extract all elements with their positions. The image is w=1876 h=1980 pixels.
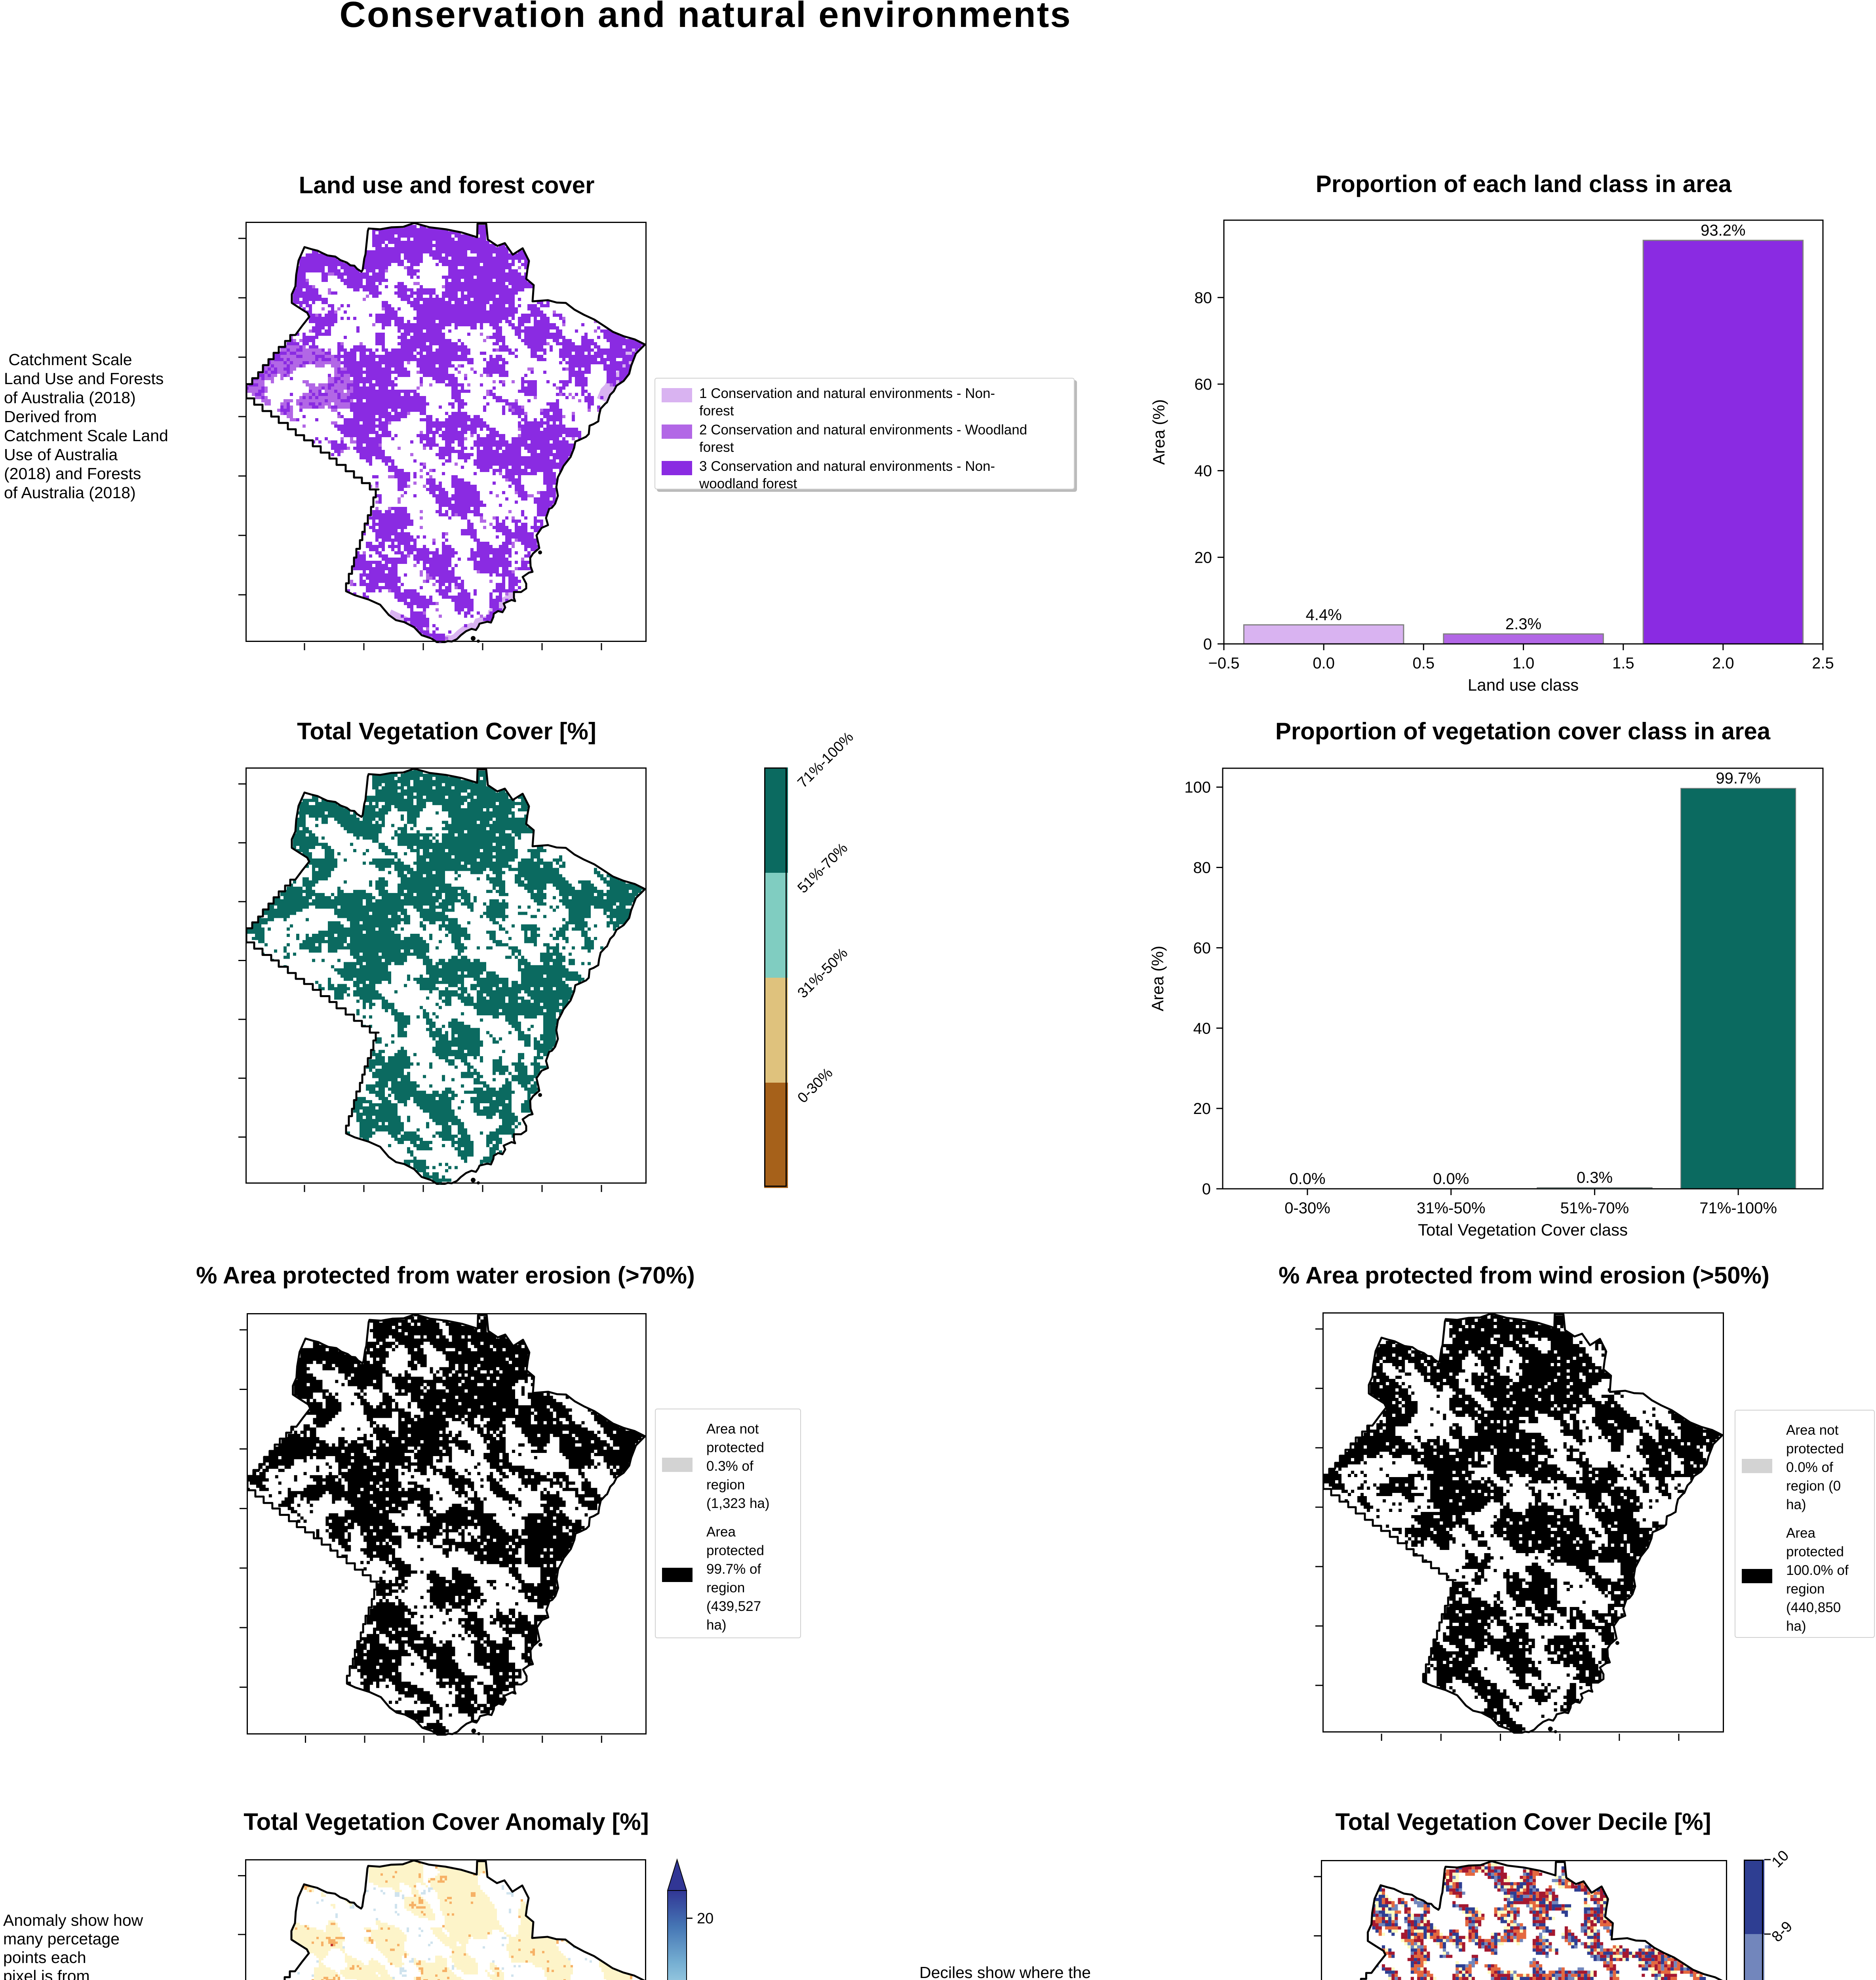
svg-text:40: 40 — [1195, 463, 1212, 480]
svg-text:0: 0 — [1203, 636, 1212, 653]
svg-text:2.5: 2.5 — [1812, 655, 1834, 672]
svg-text:0.3%: 0.3% — [1577, 1169, 1613, 1186]
svg-text:1.5: 1.5 — [1612, 655, 1634, 672]
svg-text:0.5: 0.5 — [1412, 655, 1435, 672]
svg-text:0: 0 — [1202, 1180, 1211, 1198]
svg-text:99.7%: 99.7% — [1716, 770, 1760, 787]
svg-text:80: 80 — [1195, 289, 1212, 307]
svg-text:100: 100 — [1184, 779, 1211, 796]
svg-text:0.0: 0.0 — [1313, 655, 1335, 672]
svg-text:0.0%: 0.0% — [1289, 1170, 1325, 1188]
svg-text:4.4%: 4.4% — [1306, 606, 1342, 624]
svg-text:10: 10 — [1769, 1847, 1792, 1871]
svg-text:0-30%: 0-30% — [1284, 1199, 1330, 1217]
svg-text:1.0: 1.0 — [1513, 655, 1535, 672]
svg-text:71%-100%: 71%-100% — [1699, 1199, 1777, 1217]
svg-text:80: 80 — [1193, 859, 1211, 877]
svg-text:2.0: 2.0 — [1712, 655, 1734, 672]
svg-text:31%-50%: 31%-50% — [1417, 1199, 1485, 1217]
svg-text:−0.5: −0.5 — [1208, 655, 1240, 672]
svg-text:20: 20 — [1195, 549, 1212, 566]
svg-text:Land use class: Land use class — [1468, 676, 1579, 694]
svg-text:8-9: 8-9 — [1769, 1918, 1796, 1945]
svg-text:2.3%: 2.3% — [1505, 615, 1541, 633]
svg-text:0.0%: 0.0% — [1433, 1170, 1469, 1188]
svg-text:20: 20 — [697, 1910, 713, 1926]
svg-text:60: 60 — [1195, 376, 1212, 393]
svg-text:Total Vegetation Cover class: Total Vegetation Cover class — [1418, 1220, 1628, 1239]
svg-text:51%-70%: 51%-70% — [1560, 1199, 1629, 1217]
svg-text:93.2%: 93.2% — [1701, 222, 1745, 239]
svg-text:Area (%): Area (%) — [1149, 399, 1168, 465]
svg-text:60: 60 — [1193, 939, 1211, 957]
svg-text:20: 20 — [1193, 1100, 1211, 1118]
svg-text:Area (%): Area (%) — [1148, 946, 1167, 1011]
svg-text:40: 40 — [1193, 1020, 1211, 1037]
